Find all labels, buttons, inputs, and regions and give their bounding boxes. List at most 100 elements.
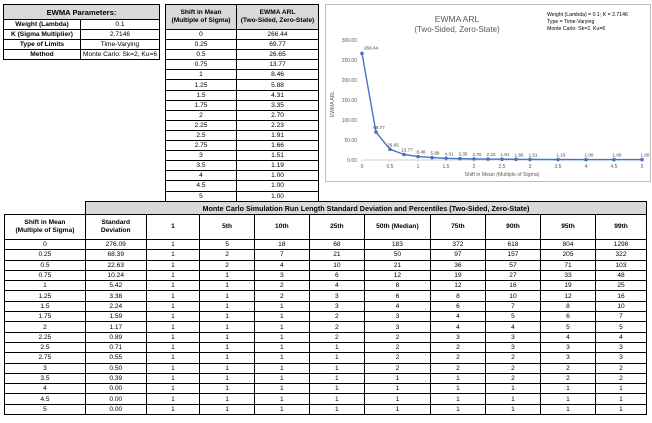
arl-shift-cell[interactable]: 0.25 — [165, 39, 237, 51]
mc-value-cell[interactable]: 3 — [308, 300, 365, 313]
arl-value-cell[interactable]: 1.51 — [236, 150, 319, 162]
mc-value-cell[interactable]: 5 — [595, 321, 647, 333]
arl-shift-cell[interactable]: 2 — [165, 109, 237, 121]
mc-value-cell[interactable]: 1 — [253, 331, 310, 343]
mc-value-cell[interactable]: 6 — [363, 290, 431, 302]
arl-value-cell[interactable]: 1.19 — [236, 160, 319, 172]
mc-value-cell[interactable]: 1 — [308, 403, 365, 416]
mc-shift-cell[interactable]: 2.25 — [4, 331, 86, 343]
mc-value-cell[interactable]: 1 — [145, 403, 201, 416]
mc-value-cell[interactable]: 804 — [539, 238, 597, 251]
mc-value-cell[interactable]: 1 — [199, 280, 255, 292]
mc-value-cell[interactable]: 50 — [363, 249, 431, 261]
mc-value-cell[interactable]: 2 — [363, 352, 431, 364]
mc-value-cell[interactable]: 2 — [484, 362, 541, 374]
mc-value-cell[interactable]: 618 — [484, 238, 541, 251]
mc-value-cell[interactable]: 10.24 — [84, 269, 147, 282]
arl-value-cell[interactable]: 26.65 — [236, 49, 319, 61]
param-value[interactable]: 0.1 — [79, 19, 161, 30]
mc-shift-cell[interactable]: 4 — [4, 383, 86, 395]
mc-value-cell[interactable]: 1 — [429, 403, 486, 416]
mc-value-cell[interactable]: 19 — [429, 269, 486, 282]
mc-value-cell[interactable]: 0.00 — [84, 383, 147, 395]
mc-value-cell[interactable]: 97 — [429, 249, 486, 261]
mc-value-cell[interactable]: 4 — [429, 311, 486, 323]
mc-value-cell[interactable]: 71 — [539, 259, 597, 271]
mc-value-cell[interactable]: 2 — [253, 290, 310, 302]
mc-value-cell[interactable]: 1 — [199, 352, 255, 364]
param-value[interactable]: 2.7146 — [79, 29, 161, 40]
arl-shift-cell[interactable]: 0 — [165, 28, 237, 41]
mc-value-cell[interactable]: 7 — [484, 300, 541, 313]
mc-shift-cell[interactable]: 1.5 — [4, 300, 86, 313]
mc-value-cell[interactable]: 1 — [253, 341, 310, 354]
mc-value-cell[interactable]: 33 — [539, 269, 597, 282]
arl-shift-cell[interactable]: 2.5 — [165, 129, 237, 142]
mc-value-cell[interactable]: 183 — [363, 238, 431, 251]
mc-value-cell[interactable]: 6 — [539, 311, 597, 323]
mc-value-cell[interactable]: 1298 — [595, 238, 647, 251]
arl-shift-cell[interactable]: 2.75 — [165, 140, 237, 152]
mc-value-cell[interactable]: 3 — [363, 321, 431, 333]
arl-value-cell[interactable]: 1.66 — [236, 140, 319, 152]
mc-value-cell[interactable]: 57 — [484, 259, 541, 271]
mc-value-cell[interactable]: 2 — [199, 249, 255, 261]
mc-value-cell[interactable]: 1 — [199, 372, 255, 385]
mc-value-cell[interactable]: 1 — [199, 300, 255, 313]
mc-value-cell[interactable]: 1 — [308, 362, 365, 374]
mc-value-cell[interactable]: 10 — [595, 300, 647, 313]
mc-value-cell[interactable]: 0.39 — [84, 372, 147, 385]
mc-shift-cell[interactable]: 5 — [4, 403, 86, 416]
mc-value-cell[interactable]: 7 — [253, 249, 310, 261]
mc-shift-cell[interactable]: 2.75 — [4, 352, 86, 364]
mc-value-cell[interactable]: 1 — [145, 352, 201, 364]
mc-value-cell[interactable]: 8 — [539, 300, 597, 313]
mc-value-cell[interactable]: 12 — [429, 280, 486, 292]
mc-value-cell[interactable]: 27 — [484, 269, 541, 282]
mc-value-cell[interactable]: 6 — [429, 300, 486, 313]
arl-value-cell[interactable]: 1.00 — [236, 180, 319, 192]
mc-value-cell[interactable]: 1 — [145, 249, 201, 261]
mc-value-cell[interactable]: 2 — [363, 362, 431, 374]
mc-value-cell[interactable]: 0.00 — [84, 393, 147, 405]
mc-value-cell[interactable]: 2 — [484, 352, 541, 364]
mc-value-cell[interactable]: 1 — [363, 403, 431, 416]
arl-shift-cell[interactable]: 4.5 — [165, 180, 237, 192]
mc-value-cell[interactable]: 1 — [253, 311, 310, 323]
arl-value-cell[interactable]: 2.23 — [236, 119, 319, 131]
arl-shift-cell[interactable]: 2.25 — [165, 119, 237, 131]
mc-value-cell[interactable]: 5 — [484, 311, 541, 323]
mc-value-cell[interactable]: 1 — [199, 311, 255, 323]
mc-value-cell[interactable]: 3 — [253, 269, 310, 282]
mc-value-cell[interactable]: 1 — [595, 403, 647, 416]
mc-value-cell[interactable]: 2 — [199, 259, 255, 271]
mc-value-cell[interactable]: 1 — [253, 393, 310, 405]
arl-shift-cell[interactable]: 0.75 — [165, 59, 237, 71]
mc-value-cell[interactable]: 12 — [539, 290, 597, 302]
mc-value-cell[interactable]: 3 — [595, 352, 647, 364]
mc-value-cell[interactable]: 4 — [429, 321, 486, 333]
mc-value-cell[interactable]: 276.09 — [84, 238, 147, 251]
mc-value-cell[interactable]: 1 — [308, 341, 365, 354]
mc-value-cell[interactable]: 1 — [253, 352, 310, 364]
mc-value-cell[interactable]: 7 — [595, 311, 647, 323]
mc-value-cell[interactable]: 1.17 — [84, 321, 147, 333]
arl-value-cell[interactable]: 69.77 — [236, 39, 319, 51]
mc-shift-cell[interactable]: 0.75 — [4, 269, 86, 282]
mc-shift-cell[interactable]: 3 — [4, 362, 86, 374]
mc-value-cell[interactable]: 0.50 — [84, 362, 147, 374]
mc-value-cell[interactable]: 4 — [595, 331, 647, 343]
mc-value-cell[interactable]: 8 — [429, 290, 486, 302]
mc-value-cell[interactable]: 2 — [363, 341, 431, 354]
mc-value-cell[interactable]: 2 — [363, 331, 431, 343]
mc-shift-cell[interactable]: 2.5 — [4, 341, 86, 354]
mc-value-cell[interactable]: 6 — [308, 269, 365, 282]
arl-value-cell[interactable]: 3.35 — [236, 99, 319, 111]
mc-value-cell[interactable]: 68 — [308, 238, 365, 251]
arl-value-cell[interactable]: 2.70 — [236, 109, 319, 121]
mc-value-cell[interactable]: 2.24 — [84, 300, 147, 313]
mc-value-cell[interactable]: 1 — [484, 403, 541, 416]
mc-value-cell[interactable]: 3 — [539, 341, 597, 354]
mc-shift-cell[interactable]: 1.25 — [4, 290, 86, 302]
mc-shift-cell[interactable]: 4.5 — [4, 393, 86, 405]
